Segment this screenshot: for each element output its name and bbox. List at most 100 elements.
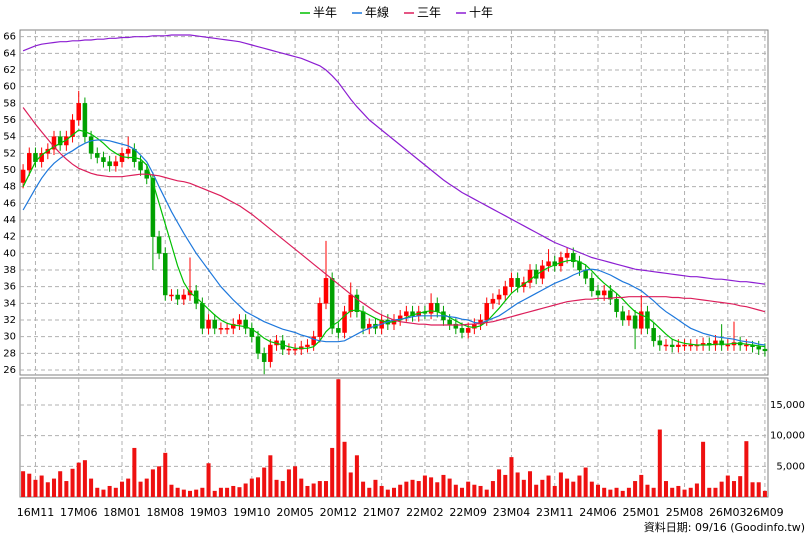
volume-bar <box>552 485 557 497</box>
volume-bar <box>682 489 687 497</box>
candle-body <box>95 153 100 158</box>
candle-body <box>682 344 687 347</box>
volume-bar <box>497 469 502 497</box>
volume-bar <box>150 469 155 497</box>
candle-body <box>435 303 440 312</box>
candle-body <box>163 253 168 296</box>
volume-bar <box>676 485 681 497</box>
volume-bar <box>330 447 335 497</box>
candle-body <box>614 298 619 312</box>
y-tick-label: 42 <box>3 232 16 243</box>
ma-line <box>22 129 765 349</box>
candle-body <box>57 136 63 146</box>
candle-body <box>465 328 471 333</box>
candle-body <box>150 178 156 237</box>
y-tick-label: 52 <box>3 148 16 159</box>
volume-tick-label: 5,000 <box>776 461 805 472</box>
candle-body <box>323 278 329 304</box>
candle-body <box>503 286 508 296</box>
candle-body <box>676 344 681 347</box>
candle-body <box>669 344 675 347</box>
candle-body <box>113 161 119 167</box>
x-tick-label: 23M11 <box>536 506 574 519</box>
volume-bar <box>187 490 193 497</box>
y-tick-label: 64 <box>3 48 16 59</box>
volume-bar <box>546 475 551 497</box>
candle-body <box>404 311 409 317</box>
volume-panel-frame <box>19 377 769 498</box>
candle-body <box>601 290 607 296</box>
volume-bar <box>478 485 483 497</box>
volume-bar <box>738 476 743 497</box>
candle-body <box>51 136 57 150</box>
candle-body <box>620 311 625 321</box>
candle-body <box>200 303 205 329</box>
volume-bar <box>76 462 81 497</box>
candle-body <box>354 294 360 312</box>
y-tick-label: 32 <box>3 315 16 326</box>
volume-bar <box>163 452 168 497</box>
candle-body <box>713 340 718 346</box>
candle-body <box>725 344 731 347</box>
volume-bar <box>429 477 434 497</box>
x-tick-label: 18M08 <box>147 506 185 519</box>
x-tick-label: 23M04 <box>493 506 531 519</box>
volume-bar <box>540 479 545 497</box>
volume-bar <box>39 475 44 497</box>
candle-body <box>82 103 88 137</box>
y-tick-label: 46 <box>3 198 16 209</box>
volume-bar <box>231 485 236 497</box>
candle-body <box>490 298 496 304</box>
candle-body <box>459 328 465 333</box>
volume-bar <box>89 478 94 497</box>
candle-body <box>509 278 514 287</box>
candle-body <box>206 319 211 329</box>
volume-bar <box>385 489 390 497</box>
candle-body <box>410 311 415 317</box>
candle-body <box>626 315 632 321</box>
candle-body <box>138 161 143 171</box>
candle-body <box>496 294 502 300</box>
volume-bar <box>225 487 230 497</box>
candle-body <box>218 328 224 330</box>
volume-bar <box>101 489 106 497</box>
candle-body <box>657 340 663 346</box>
volume-bar <box>194 489 199 497</box>
candle-body <box>119 153 125 162</box>
volume-bar <box>58 471 63 497</box>
volume-bar <box>157 466 162 497</box>
candle-body <box>639 311 644 329</box>
y-tick-label: 30 <box>3 332 16 343</box>
volume-bar <box>435 482 440 497</box>
volume-bar <box>373 479 378 497</box>
volume-bar <box>750 482 755 497</box>
volume-bar <box>657 429 662 497</box>
x-tick-label: 22M09 <box>449 506 487 519</box>
candle-body <box>249 328 255 337</box>
volume-bar <box>237 487 242 497</box>
volume-bar <box>354 455 359 497</box>
volume-bar <box>132 447 137 497</box>
volume-bar <box>119 481 125 497</box>
volume-bar <box>447 478 452 497</box>
volume-bar <box>45 482 50 497</box>
volume-bar <box>200 487 205 497</box>
volume-bar <box>82 460 87 497</box>
volume-bar <box>404 481 409 497</box>
candle-body <box>292 348 298 351</box>
volume-bar <box>126 478 131 497</box>
volume-bar <box>286 469 291 497</box>
candle-body <box>571 253 576 262</box>
y-tick-label: 36 <box>3 282 16 293</box>
volume-bar <box>639 474 644 497</box>
volume-bar <box>509 457 514 497</box>
candle-body <box>212 319 217 329</box>
y-tick-label: 28 <box>3 348 16 359</box>
price-panel-frame <box>19 29 769 376</box>
volume-bar <box>268 455 273 497</box>
y-tick-label: 66 <box>3 32 16 43</box>
volume-bar <box>107 485 112 497</box>
volume-bar <box>453 484 458 497</box>
